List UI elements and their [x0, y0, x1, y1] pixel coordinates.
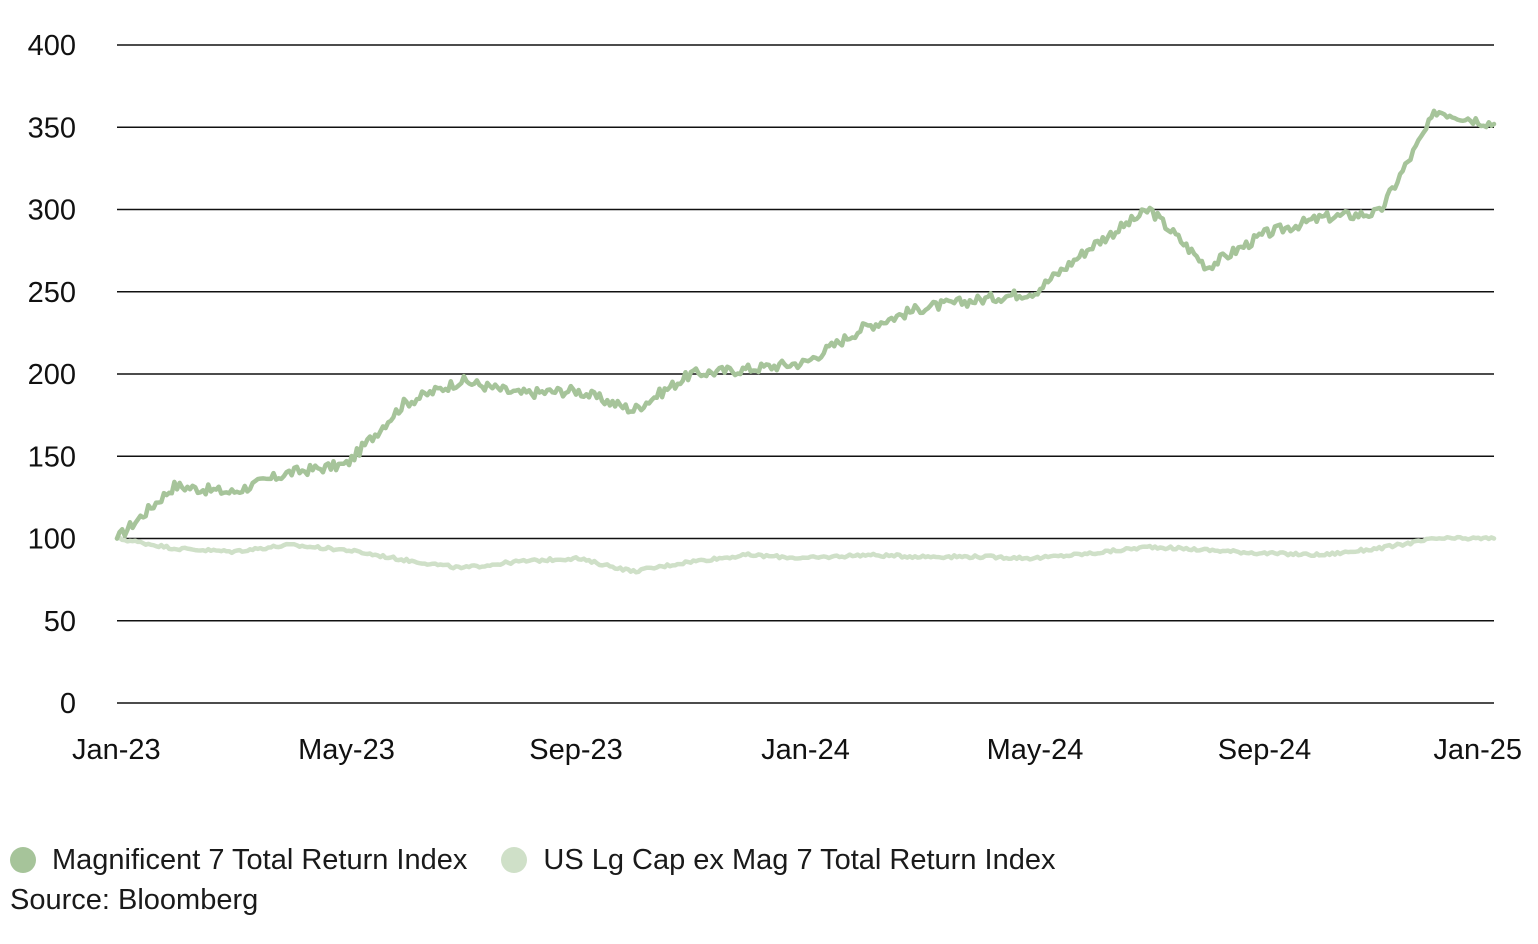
x-tick-label: Jan-25: [1433, 734, 1522, 766]
y-tick-label: 0: [60, 688, 76, 720]
x-tick-label: Sep-23: [529, 734, 623, 766]
series-line-us-lg-cap-ex-mag-7: [114, 534, 1497, 575]
y-tick-label: 250: [28, 277, 76, 309]
legend-label-magnificent-7: Magnificent 7 Total Return Index: [52, 843, 468, 876]
x-tick-label: Sep-24: [1218, 734, 1312, 766]
y-tick-label: 200: [28, 359, 76, 391]
legend-swatch-magnificent-7: [10, 847, 36, 873]
gridlines: [117, 44, 1494, 704]
x-tick-label: May-24: [987, 734, 1084, 766]
legend: Magnificent 7 Total Return Index US Lg C…: [10, 840, 1089, 880]
y-tick-label: 150: [28, 441, 76, 473]
series-line-magnificent-7: [114, 108, 1497, 541]
x-tick-label: Jan-24: [761, 734, 850, 766]
line-chart: 0 50 100 150 200 250 300 350 400 Jan-23 May-23 Sep…: [28, 30, 1522, 766]
legend-swatch-us-lg-cap: [501, 847, 528, 873]
series-lines: [114, 108, 1497, 575]
y-axis-ticks: 0 50 100 150 200 250 300 350 400: [28, 30, 76, 720]
legend-label-us-lg-cap: US Lg Cap ex Mag 7 Total Return Index: [543, 843, 1056, 876]
y-tick-label: 300: [28, 195, 76, 227]
y-tick-label: 100: [28, 524, 76, 556]
legend-item-magnificent-7: Magnificent 7 Total Return Index: [10, 844, 467, 877]
y-tick-label: 400: [28, 30, 76, 62]
x-tick-label: May-23: [298, 734, 395, 766]
x-tick-label: Jan-23: [72, 734, 161, 766]
x-axis-ticks: Jan-23 May-23 Sep-23 Jan-24 May-24 Sep-24 Jan-…: [72, 734, 1522, 766]
y-tick-label: 350: [28, 112, 76, 144]
legend-item-us-lg-cap: US Lg Cap ex Mag 7 Total Return Index: [501, 844, 1055, 877]
source-note: Source: Bloomberg: [10, 884, 259, 916]
y-tick-label: 50: [44, 606, 76, 638]
